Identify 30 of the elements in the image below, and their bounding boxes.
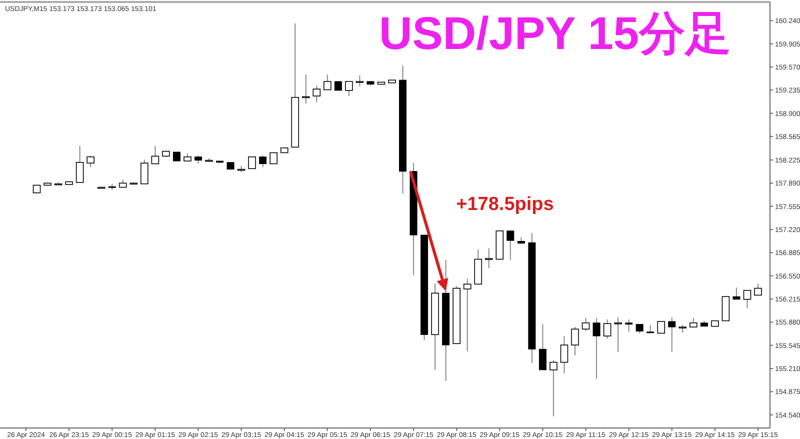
candlestick	[484, 248, 493, 269]
candlestick	[754, 282, 762, 296]
candlestick	[625, 318, 633, 332]
candlestick	[668, 316, 676, 352]
candlestick	[140, 159, 148, 184]
candlestick	[312, 85, 321, 103]
candlestick	[550, 360, 558, 417]
candlestick	[248, 156, 256, 170]
candlestick	[506, 230, 514, 260]
candlestick	[571, 326, 579, 356]
candlestick	[560, 336, 568, 374]
candlestick	[538, 324, 546, 370]
candlestick	[582, 318, 590, 332]
candlestick	[603, 318, 612, 340]
candlestick	[463, 278, 472, 352]
annotation: +178.5pips	[456, 194, 554, 215]
candlestick	[86, 154, 94, 168]
candlestick	[259, 154, 267, 168]
candlestick	[324, 74, 332, 90]
candlestick	[614, 316, 622, 352]
candlestick	[270, 152, 278, 164]
chart-title: USD/JPY 15分足	[379, 7, 731, 59]
candlestick	[76, 145, 84, 183]
candlestick	[151, 145, 160, 164]
candlestick	[743, 290, 752, 309]
candlestick	[732, 287, 740, 300]
candlestick	[345, 80, 353, 96]
candlestick	[592, 318, 600, 380]
candlestick	[356, 74, 364, 87]
candlestick	[657, 321, 666, 334]
